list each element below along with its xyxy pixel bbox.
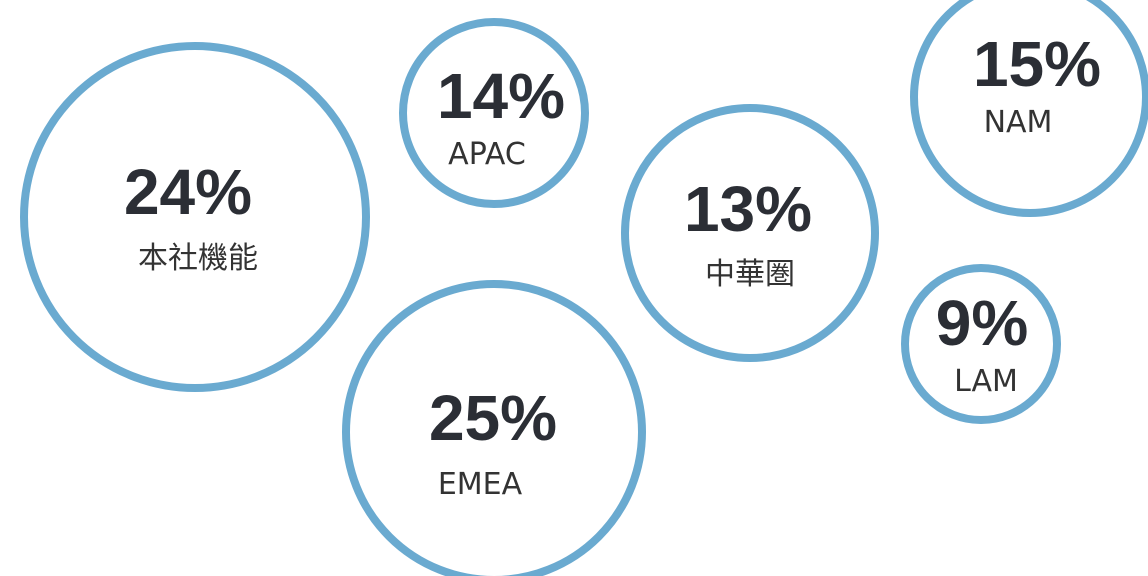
category-label: APAC [448,137,526,172]
bubble [910,0,1148,217]
bubble [20,42,370,392]
value-label: 14% [437,60,565,132]
value-label: 25% [429,382,557,454]
value-label: 24% [124,156,252,228]
category-label: 本社機能 [138,241,258,276]
bubble [342,280,646,576]
bubble [399,18,589,208]
category-label: EMEA [438,467,523,502]
value-label: 13% [684,173,812,245]
value-label: 15% [973,28,1101,100]
category-label: LAM [954,364,1018,399]
value-label: 9% [936,287,1029,359]
bubble [901,264,1061,424]
category-label: 中華圏 [705,257,795,292]
category-label: NAM [984,105,1053,140]
bubble [621,104,879,362]
